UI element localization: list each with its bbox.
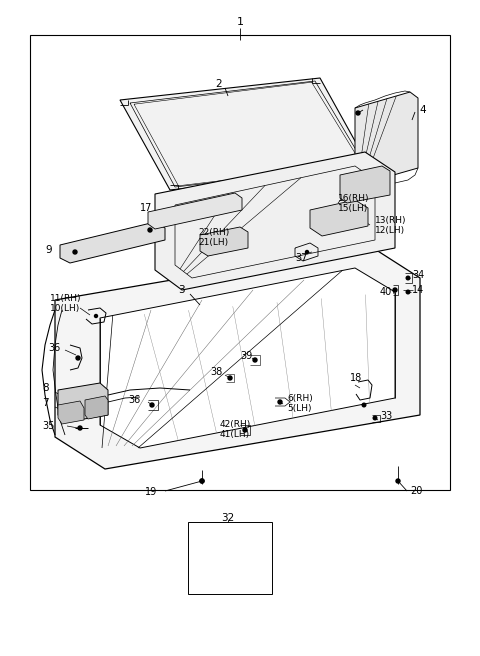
Circle shape	[95, 314, 97, 318]
Text: 4: 4	[419, 105, 426, 115]
Circle shape	[373, 416, 377, 420]
Text: 7: 7	[42, 398, 48, 408]
Polygon shape	[355, 92, 418, 184]
Circle shape	[243, 428, 247, 432]
Polygon shape	[340, 166, 390, 203]
Circle shape	[150, 403, 154, 407]
Polygon shape	[200, 227, 248, 256]
Text: 3: 3	[178, 285, 185, 295]
Text: 21(LH): 21(LH)	[198, 239, 228, 247]
Polygon shape	[310, 200, 368, 236]
Text: 37: 37	[296, 253, 308, 263]
Text: 20: 20	[410, 486, 422, 496]
Circle shape	[406, 276, 410, 280]
Polygon shape	[55, 246, 420, 469]
Polygon shape	[60, 222, 165, 263]
Circle shape	[396, 479, 400, 483]
Circle shape	[305, 251, 309, 253]
Text: 42(RH): 42(RH)	[220, 419, 251, 428]
Text: 34: 34	[412, 270, 424, 280]
Circle shape	[278, 400, 282, 404]
Bar	[30, 35, 450, 490]
Text: 10(LH): 10(LH)	[50, 304, 80, 314]
Polygon shape	[100, 268, 395, 448]
Polygon shape	[85, 396, 108, 419]
Circle shape	[148, 228, 152, 232]
Text: 5(LH): 5(LH)	[287, 405, 312, 413]
Circle shape	[393, 288, 397, 292]
Circle shape	[356, 111, 360, 115]
Circle shape	[200, 479, 204, 483]
Polygon shape	[155, 152, 395, 290]
Text: 16(RH): 16(RH)	[338, 194, 370, 203]
Text: 1: 1	[237, 17, 243, 27]
Text: 12(LH): 12(LH)	[375, 226, 405, 236]
Text: 35: 35	[42, 421, 54, 431]
Text: 19: 19	[145, 487, 157, 497]
Text: 17: 17	[140, 203, 152, 213]
Polygon shape	[58, 401, 84, 424]
Text: 15(LH): 15(LH)	[338, 205, 368, 213]
Circle shape	[253, 358, 257, 362]
Text: 18: 18	[350, 373, 362, 383]
Text: 22(RH): 22(RH)	[198, 228, 229, 237]
Text: 32: 32	[221, 513, 235, 523]
Circle shape	[200, 479, 204, 483]
Text: 9: 9	[45, 245, 52, 255]
Polygon shape	[120, 78, 370, 190]
Circle shape	[362, 403, 366, 407]
Text: 36: 36	[48, 343, 60, 353]
Circle shape	[406, 290, 410, 294]
Polygon shape	[58, 383, 108, 422]
Text: 38: 38	[210, 367, 222, 377]
Text: 11(RH): 11(RH)	[50, 293, 82, 302]
Polygon shape	[148, 193, 242, 229]
Circle shape	[228, 376, 232, 380]
Text: 36: 36	[128, 395, 140, 405]
Circle shape	[78, 426, 82, 430]
Text: 39: 39	[240, 351, 252, 361]
Text: 13(RH): 13(RH)	[375, 216, 407, 224]
Text: 2: 2	[216, 79, 222, 89]
Text: 33: 33	[380, 411, 392, 421]
Text: 41(LH): 41(LH)	[220, 430, 250, 440]
Text: 40: 40	[380, 287, 392, 297]
Bar	[188, 522, 272, 594]
Text: 14: 14	[412, 285, 424, 295]
Text: 6(RH): 6(RH)	[287, 394, 313, 403]
Text: 8: 8	[42, 383, 48, 393]
Circle shape	[73, 250, 77, 254]
Circle shape	[76, 356, 80, 360]
